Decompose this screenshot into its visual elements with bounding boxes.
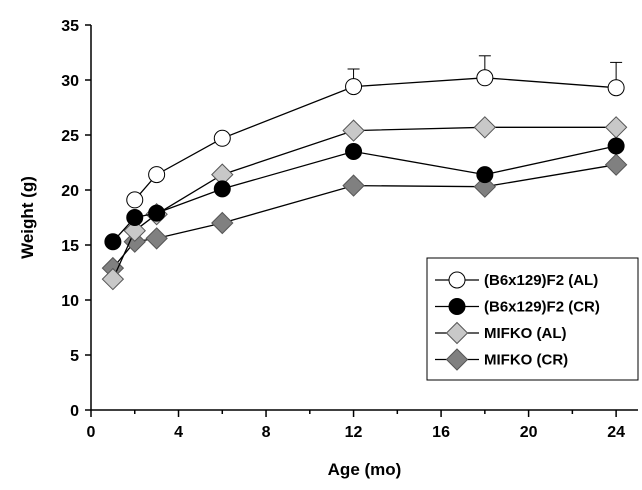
x-tick-label: 12 xyxy=(345,424,363,441)
data-point xyxy=(473,116,497,139)
data-point xyxy=(126,191,144,209)
legend-item: (B6x129)F2 (CR) xyxy=(435,298,600,316)
legend-item: MIFKO (CR) xyxy=(435,348,568,371)
legend-label: (B6x129)F2 (CR) xyxy=(484,299,600,316)
data-point xyxy=(211,211,234,235)
x-tick-label: 8 xyxy=(262,424,271,441)
y-tick-label: 35 xyxy=(61,18,79,35)
series-1 xyxy=(126,55,625,209)
x-tick-label: 0 xyxy=(87,424,96,441)
series-line xyxy=(134,77,617,201)
plot-area xyxy=(101,55,628,291)
y-axis-label: Weight (g) xyxy=(18,176,37,259)
data-point xyxy=(101,267,125,291)
y-tick-label: 0 xyxy=(70,403,79,420)
series-3 xyxy=(101,116,628,291)
data-point xyxy=(604,116,628,139)
data-point xyxy=(345,143,363,160)
data-point xyxy=(213,180,231,198)
legend-marker xyxy=(445,321,469,345)
legend-label: (B6x129)F2 (AL) xyxy=(484,272,598,289)
data-point xyxy=(213,129,231,147)
legend-label: MIFKO (CR) xyxy=(484,352,568,369)
y-tick-label: 15 xyxy=(61,238,79,255)
y-tick-label: 25 xyxy=(61,128,79,145)
legend: (B6x129)F2 (AL) (B6x129)F2 (CR) MIFKO (AL)… xyxy=(426,257,639,381)
data-point xyxy=(148,166,166,184)
axes: 0 5 10 15 20 25 30 35 0 4 8 12 16 20 24 xyxy=(61,18,638,441)
legend-marker xyxy=(445,348,469,371)
x-tick-label: 4 xyxy=(174,424,183,441)
data-point xyxy=(476,166,494,184)
y-tick-label: 20 xyxy=(61,183,79,200)
data-point xyxy=(123,219,146,242)
data-point xyxy=(607,137,625,155)
data-point xyxy=(104,233,122,251)
y-tick-label: 5 xyxy=(70,348,79,365)
x-axis-label: Age (mo) xyxy=(328,460,402,479)
series-2 xyxy=(104,137,625,251)
data-point xyxy=(345,78,363,96)
x-tick-label: 16 xyxy=(432,424,450,441)
legend-item: (B6x129)F2 (AL) xyxy=(435,271,598,289)
data-point xyxy=(607,79,625,97)
legend-item: MIFKO (AL) xyxy=(435,321,566,345)
data-point xyxy=(604,153,628,176)
legend-marker xyxy=(448,271,466,289)
x-tick-label: 20 xyxy=(520,424,538,441)
data-point xyxy=(473,175,497,198)
data-point xyxy=(126,209,144,226)
legend-marker xyxy=(448,298,466,315)
data-point xyxy=(145,227,168,250)
data-point xyxy=(476,69,494,87)
series-line xyxy=(112,126,617,280)
data-point xyxy=(342,119,365,142)
x-tick-label: 24 xyxy=(607,424,625,441)
series-line xyxy=(112,145,617,243)
y-tick-label: 10 xyxy=(61,293,79,310)
data-point xyxy=(342,174,365,197)
y-tick-label: 30 xyxy=(61,73,79,90)
legend-label: MIFKO (AL) xyxy=(484,325,566,342)
series-line xyxy=(112,164,617,269)
data-point xyxy=(148,204,166,222)
